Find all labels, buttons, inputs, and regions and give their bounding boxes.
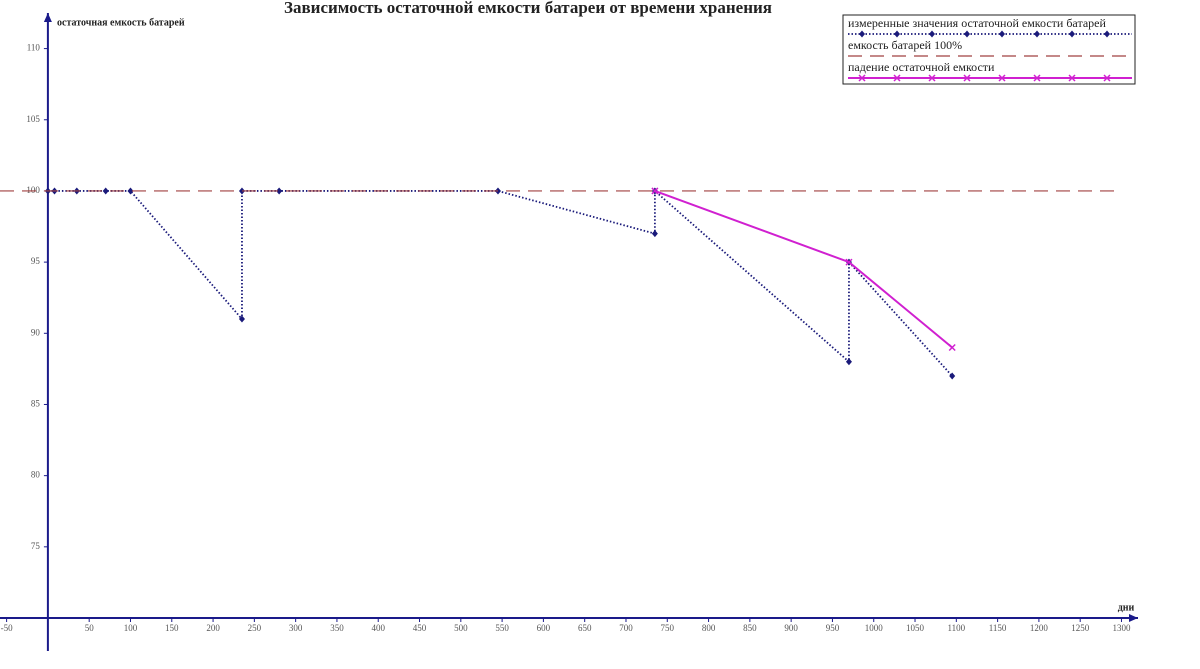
x-tick-label: 100 bbox=[124, 623, 138, 633]
data-point bbox=[238, 187, 245, 195]
x-tick-label: 200 bbox=[206, 623, 220, 633]
y-tick-label: 85 bbox=[31, 399, 41, 409]
legend-box bbox=[842, 14, 1136, 85]
series-line bbox=[654, 190, 953, 349]
legend-marker bbox=[928, 74, 936, 82]
x-tick-label: 400 bbox=[371, 623, 385, 633]
data-point bbox=[651, 230, 658, 238]
legend-marker bbox=[893, 74, 901, 82]
x-tick-label: 1000 bbox=[865, 623, 884, 633]
data-point bbox=[845, 258, 853, 266]
legend-marker bbox=[858, 74, 866, 82]
y-tick-label: 95 bbox=[31, 256, 41, 266]
legend-label: измеренные значения остаточной емкости б… bbox=[848, 16, 1106, 30]
y-tick-label: 110 bbox=[27, 43, 41, 53]
x-axis-label: дни bbox=[1118, 602, 1135, 613]
x-tick-label: 350 bbox=[330, 623, 344, 633]
legend-marker bbox=[963, 74, 971, 82]
legend-label: емкость батарей 100% bbox=[848, 38, 962, 52]
x-tick-label: 1100 bbox=[947, 623, 965, 633]
legend-marker bbox=[999, 30, 1005, 38]
x-tick-label: 1050 bbox=[906, 623, 925, 633]
x-tick-label: 900 bbox=[784, 623, 798, 633]
x-tick-label: 250 bbox=[248, 623, 262, 633]
x-tick-label: 450 bbox=[413, 623, 427, 633]
x-tick-label: 600 bbox=[537, 623, 551, 633]
legend-marker bbox=[1104, 30, 1110, 38]
x-tick-label: 50 bbox=[85, 623, 95, 633]
legend-marker bbox=[1034, 30, 1040, 38]
y-axis-arrow bbox=[43, 13, 52, 22]
data-point bbox=[948, 343, 956, 352]
x-tick-label: 700 bbox=[619, 623, 633, 633]
legend-label: падение остаточной емкости bbox=[848, 60, 995, 74]
x-tick-label: 1150 bbox=[989, 623, 1007, 633]
x-tick-label: 950 bbox=[826, 623, 840, 633]
data-point bbox=[949, 372, 956, 380]
y-tick-label: 80 bbox=[31, 470, 41, 480]
y-tick-label: 90 bbox=[31, 327, 41, 337]
data-point bbox=[127, 187, 134, 195]
series-line bbox=[47, 188, 953, 377]
legend-marker bbox=[894, 30, 900, 38]
legend-marker bbox=[1103, 74, 1111, 82]
data-point bbox=[651, 187, 659, 195]
legend-marker bbox=[859, 30, 865, 38]
data-point bbox=[238, 315, 245, 323]
x-tick-label: 800 bbox=[702, 623, 716, 633]
data-point bbox=[102, 187, 109, 195]
x-tick-label: 650 bbox=[578, 623, 592, 633]
x-tick-label: 850 bbox=[743, 623, 757, 633]
legend-marker bbox=[1068, 74, 1076, 82]
y-axis-label: остаточная емкость батарей bbox=[57, 17, 185, 28]
x-tick-label: 1250 bbox=[1071, 623, 1090, 633]
x-tick-label: 500 bbox=[454, 623, 468, 633]
x-tick-label: 150 bbox=[165, 623, 179, 633]
x-tick-label: -50 bbox=[1, 623, 13, 633]
x-tick-label: 750 bbox=[661, 623, 675, 633]
legend-marker bbox=[1033, 74, 1041, 82]
y-tick-label: 100 bbox=[26, 185, 40, 195]
legend-marker bbox=[1069, 30, 1075, 38]
legend-marker bbox=[998, 74, 1006, 82]
x-tick-label: 550 bbox=[495, 623, 509, 633]
x-axis-arrow bbox=[1129, 614, 1138, 622]
x-tick-label: 1300 bbox=[1112, 623, 1131, 633]
y-tick-label: 75 bbox=[31, 541, 41, 551]
chart-title: Зависимость остаточной емкости батареи о… bbox=[284, 0, 772, 17]
data-point bbox=[845, 358, 852, 366]
legend-marker bbox=[964, 30, 970, 38]
x-tick-label: 1200 bbox=[1030, 623, 1049, 633]
y-tick-label: 105 bbox=[26, 114, 40, 124]
data-point bbox=[276, 187, 283, 195]
legend-marker bbox=[929, 30, 935, 38]
x-tick-label: 300 bbox=[289, 623, 303, 633]
